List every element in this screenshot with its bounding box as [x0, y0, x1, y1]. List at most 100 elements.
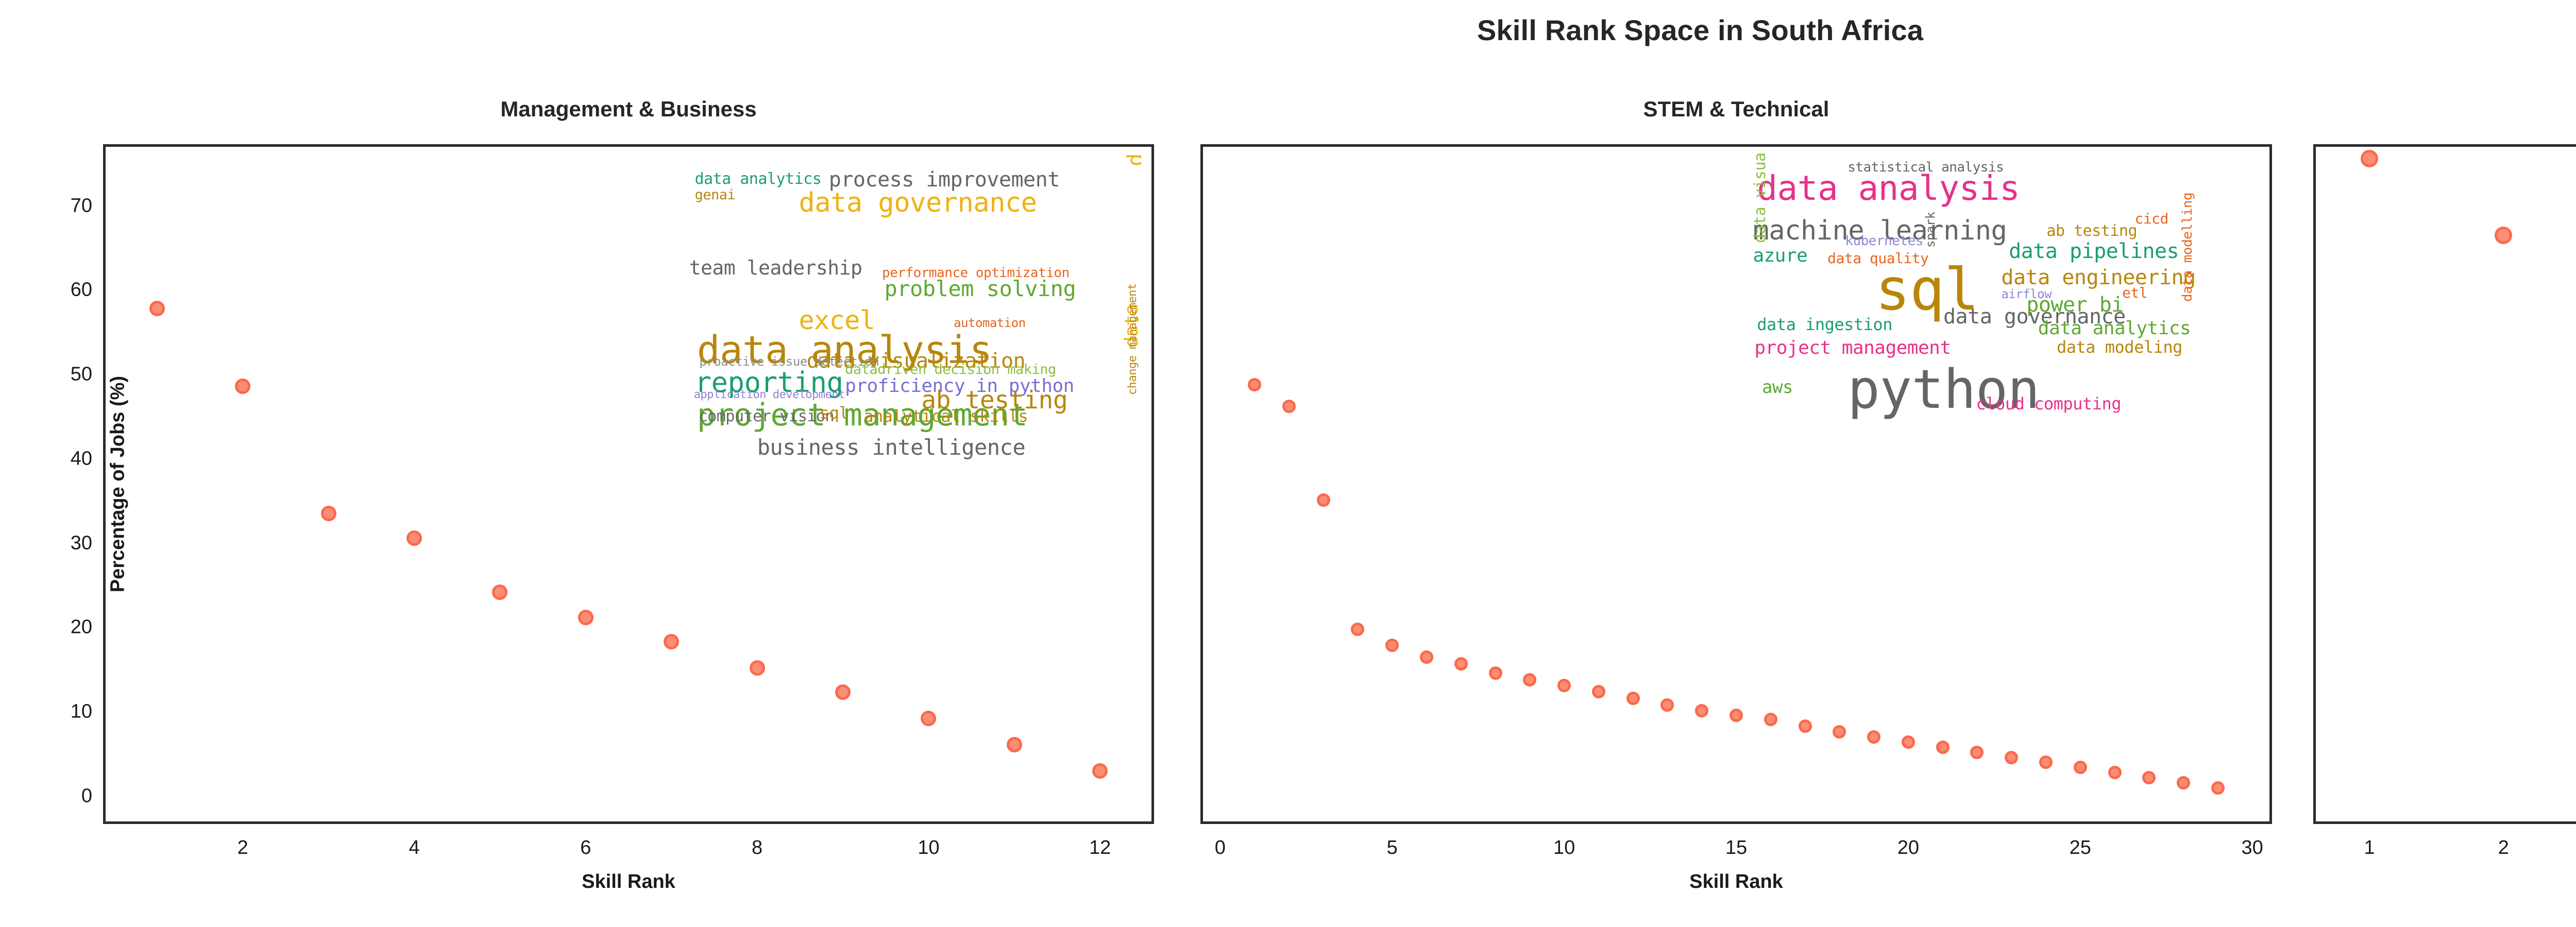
- wordcloud-term: statistical analysis: [1848, 160, 2004, 176]
- wordcloud-term: data pipelines: [2009, 239, 2179, 263]
- wordcloud-term: python: [1848, 357, 2040, 421]
- scatter-point[interactable]: [2108, 766, 2122, 780]
- wordcloud-term: spark: [1923, 211, 1938, 248]
- y-axis-label: Percentage of Jobs (%): [107, 375, 129, 593]
- wordcloud-term: data visualization: [806, 349, 1026, 373]
- scatter-point[interactable]: [1488, 666, 1502, 680]
- scatter-point[interactable]: [1936, 740, 1950, 754]
- wordcloud-term: performance optimization: [882, 265, 1070, 281]
- scatter-point[interactable]: [1248, 377, 1262, 391]
- scatter-point[interactable]: [1901, 735, 1915, 749]
- scatter-point[interactable]: [2039, 756, 2053, 769]
- scatter-point[interactable]: [1970, 745, 1984, 759]
- scatter-point[interactable]: [749, 660, 765, 676]
- skill-wordcloud: sql python data analysis machine learning da…: [1747, 153, 2248, 477]
- scatter-point[interactable]: [406, 530, 422, 546]
- scatter-point[interactable]: [1730, 708, 1743, 722]
- scatter-point[interactable]: [1660, 698, 1674, 712]
- scatter-point[interactable]: [578, 609, 594, 625]
- scatter-point[interactable]: [1591, 684, 1605, 698]
- scatter-point[interactable]: [2142, 770, 2156, 784]
- scatter-point[interactable]: [149, 301, 165, 317]
- scatter-point[interactable]: [320, 506, 336, 522]
- wordcloud-term: computer vision: [698, 407, 835, 425]
- plot-axes: 12345678Skill Rankcustomer servicecomput…: [2313, 144, 2576, 859]
- skill-wordcloud: data analysis project management reporting…: [681, 153, 1141, 477]
- wordcloud-term: genai: [694, 186, 736, 203]
- x-axis-tick: 5: [1386, 837, 1398, 859]
- y-axis-tick: 30: [70, 532, 92, 554]
- scatter-point[interactable]: [1420, 650, 1434, 664]
- wordcloud-term: data governance: [1943, 304, 2126, 329]
- wordcloud-term: process improvement: [828, 167, 1060, 192]
- wordcloud-term: data governance: [799, 187, 1037, 218]
- scatter-point[interactable]: [2177, 776, 2191, 789]
- wordcloud-term: cicd: [2134, 210, 2168, 227]
- wordcloud-term: machine learning: [1753, 215, 2007, 246]
- wordcloud-term: excel: [799, 305, 875, 336]
- scatter-point[interactable]: [1006, 736, 1022, 752]
- x-axis-tick: 8: [752, 837, 763, 859]
- scatter-point[interactable]: [1282, 400, 1296, 414]
- panel-service-logistics: Service & Logistics12345678Skill Rankcus…: [2313, 129, 2576, 859]
- panel-title: STEM & Technical: [1643, 97, 1829, 121]
- wordcloud-term: aws: [1762, 377, 1793, 398]
- scatter-point[interactable]: [1626, 691, 1640, 705]
- figure-suptitle: Skill Rank Space in South Africa: [1477, 14, 1924, 46]
- wordcloud-term: data ingestion: [1757, 314, 1892, 334]
- wordcloud-term: analytical skills: [863, 406, 1028, 426]
- x-axis-tick: 10: [918, 837, 940, 859]
- y-axis-tick: 50: [70, 363, 92, 385]
- x-axis-label: Skill Rank: [582, 871, 675, 892]
- wordcloud-term: reporting: [694, 366, 843, 399]
- scatter-point[interactable]: [1557, 679, 1571, 693]
- wordcloud-term: project management: [697, 397, 1028, 434]
- wordcloud-term: business intelligence: [757, 435, 1026, 460]
- x-axis-tick: 2: [237, 837, 248, 859]
- wordcloud-term: automation: [954, 315, 1026, 330]
- scatter-point[interactable]: [2211, 781, 2225, 795]
- scatter-point[interactable]: [664, 634, 680, 650]
- scatter-point[interactable]: [1351, 622, 1365, 636]
- scatter-point[interactable]: [1385, 638, 1399, 652]
- y-axis-tick: 10: [70, 700, 92, 723]
- wordcloud-term: kubernetes: [1845, 233, 1923, 249]
- scatter-point[interactable]: [1523, 673, 1537, 686]
- scatter-point[interactable]: [921, 711, 937, 727]
- scatter-point[interactable]: [2361, 149, 2379, 167]
- scatter-point[interactable]: [1764, 712, 1777, 726]
- scatter-point[interactable]: [2005, 750, 2019, 764]
- scatter-point[interactable]: [1695, 704, 1709, 718]
- wordcloud-term: team leadership: [689, 256, 862, 279]
- scatter-point[interactable]: [2073, 761, 2087, 775]
- scatter-point[interactable]: [1867, 730, 1881, 744]
- wordcloud-term: proactive issue detection: [699, 354, 879, 369]
- scatter-point[interactable]: [1316, 493, 1330, 507]
- panel-title: Service & Logistics: [2313, 97, 2576, 122]
- wordcloud-term: data modeling: [2056, 337, 2182, 357]
- scatter-point[interactable]: [1092, 763, 1108, 779]
- wordcloud-term: change management: [1126, 283, 1139, 395]
- scatter-point[interactable]: [1798, 719, 1812, 733]
- y-axis-tick: 60: [70, 279, 92, 301]
- wordcloud-term: datadriven decision making: [845, 361, 1056, 377]
- y-axis-tick: 20: [70, 616, 92, 638]
- wordcloud-term: ab testing: [2046, 222, 2138, 241]
- wordcloud-term: power bi: [2026, 293, 2124, 317]
- wordcloud-term: data analysis: [697, 328, 992, 373]
- x-axis-label: Skill Rank: [2316, 871, 2576, 893]
- wordcloud-term: data visualization: [1751, 153, 1770, 244]
- scatter-point[interactable]: [1833, 725, 1846, 739]
- y-axis-tick: 40: [70, 448, 92, 470]
- scatter-point[interactable]: [235, 379, 251, 394]
- scatter-point[interactable]: [1454, 657, 1468, 671]
- x-axis-label: Skill Rank: [1689, 871, 1783, 892]
- scatter-point[interactable]: [2495, 226, 2513, 244]
- wordcloud-term: data analysis: [1757, 168, 2020, 208]
- wordcloud-term: data analytics: [2038, 317, 2191, 339]
- scatter-point[interactable]: [835, 684, 851, 700]
- scatter-point[interactable]: [492, 584, 508, 600]
- wordcloud-term: data preparation: [1123, 153, 1141, 166]
- wordcloud-term: proficiency in python: [845, 375, 1074, 397]
